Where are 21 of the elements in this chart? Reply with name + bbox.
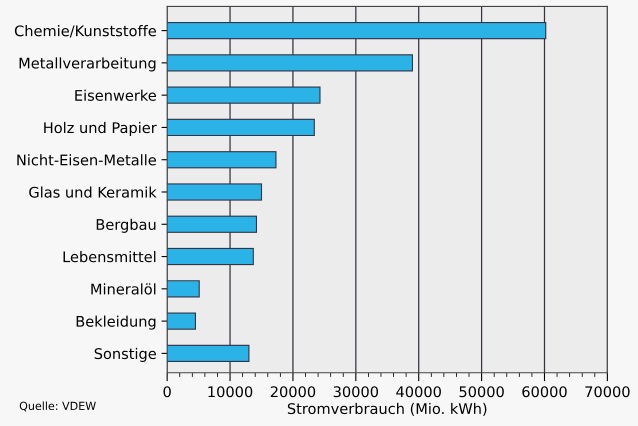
y-tick-label: Lebensmittel: [64, 251, 156, 262]
x-tick-label: 20000: [270, 386, 316, 398]
y-tick-label: Nicht-Eisen-Metalle: [17, 154, 156, 166]
y-tick-label: Chemie/Kunststoffe: [14, 25, 156, 38]
y-tick-label: Eisenwerke: [75, 90, 156, 101]
x-tick-label: 70000: [585, 386, 630, 398]
x-tick-label: 0: [163, 386, 171, 398]
x-tick-label: 50000: [460, 386, 504, 398]
y-tick-label: Holz und Papier: [44, 122, 157, 136]
y-tick-label: Bergbau: [96, 218, 156, 233]
x-axis-title: Stromverbrauch (Mio. kWh): [288, 402, 486, 416]
x-tick-label: 40000: [396, 386, 441, 398]
x-tick-label: 60000: [522, 386, 567, 398]
y-tick-label: Sonstige: [94, 348, 156, 362]
y-tick-label: Bekleidung: [76, 316, 156, 330]
source-note: Quelle: VDEW: [20, 401, 96, 412]
x-tick-label: 30000: [334, 386, 378, 398]
x-tick-label: 10000: [208, 386, 252, 398]
y-tick-label: Metallverarbeitung: [20, 57, 156, 72]
y-tick-label: Mineralöl: [91, 283, 156, 295]
y-tick-label: Glas und Keramik: [29, 186, 157, 198]
